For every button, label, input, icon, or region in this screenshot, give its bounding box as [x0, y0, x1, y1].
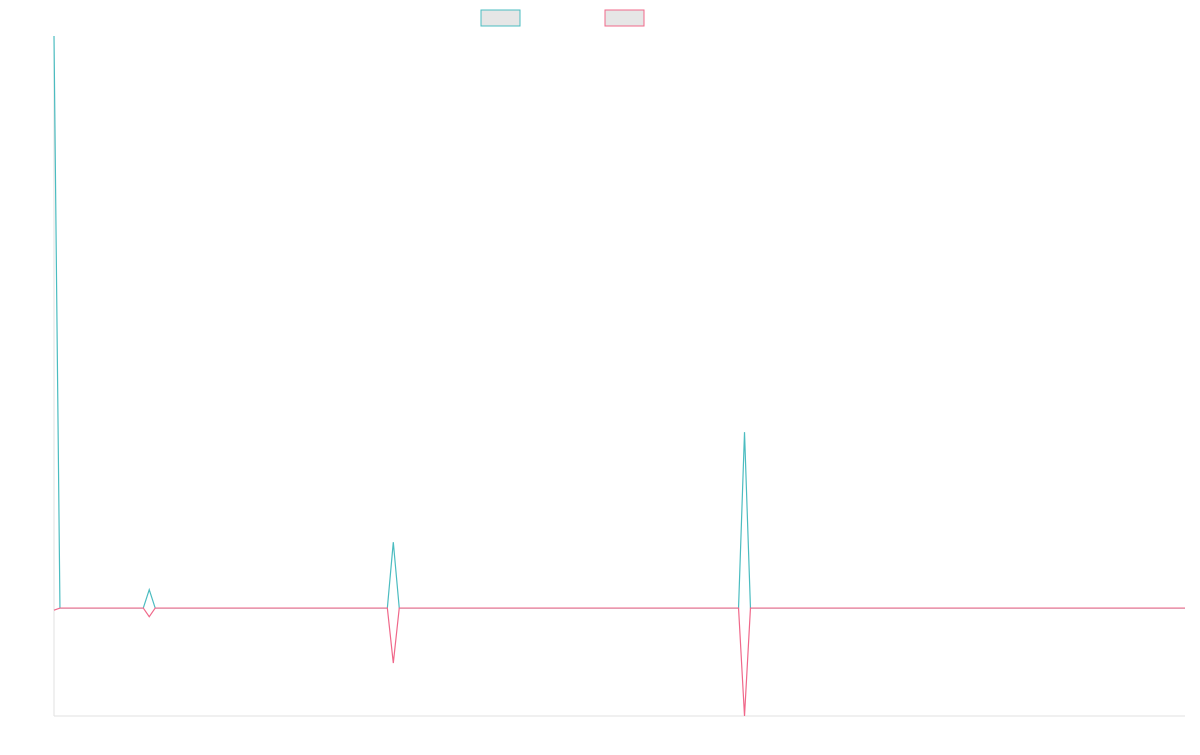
- legend-swatch-series-b[interactable]: [604, 9, 645, 27]
- legend: [480, 9, 645, 27]
- series-line-series-b: [53, 607, 1185, 717]
- series-line-series-a: [53, 35, 1185, 609]
- legend-swatch-series-a[interactable]: [480, 9, 521, 27]
- axes: [53, 36, 1185, 717]
- series-group: [53, 35, 1185, 717]
